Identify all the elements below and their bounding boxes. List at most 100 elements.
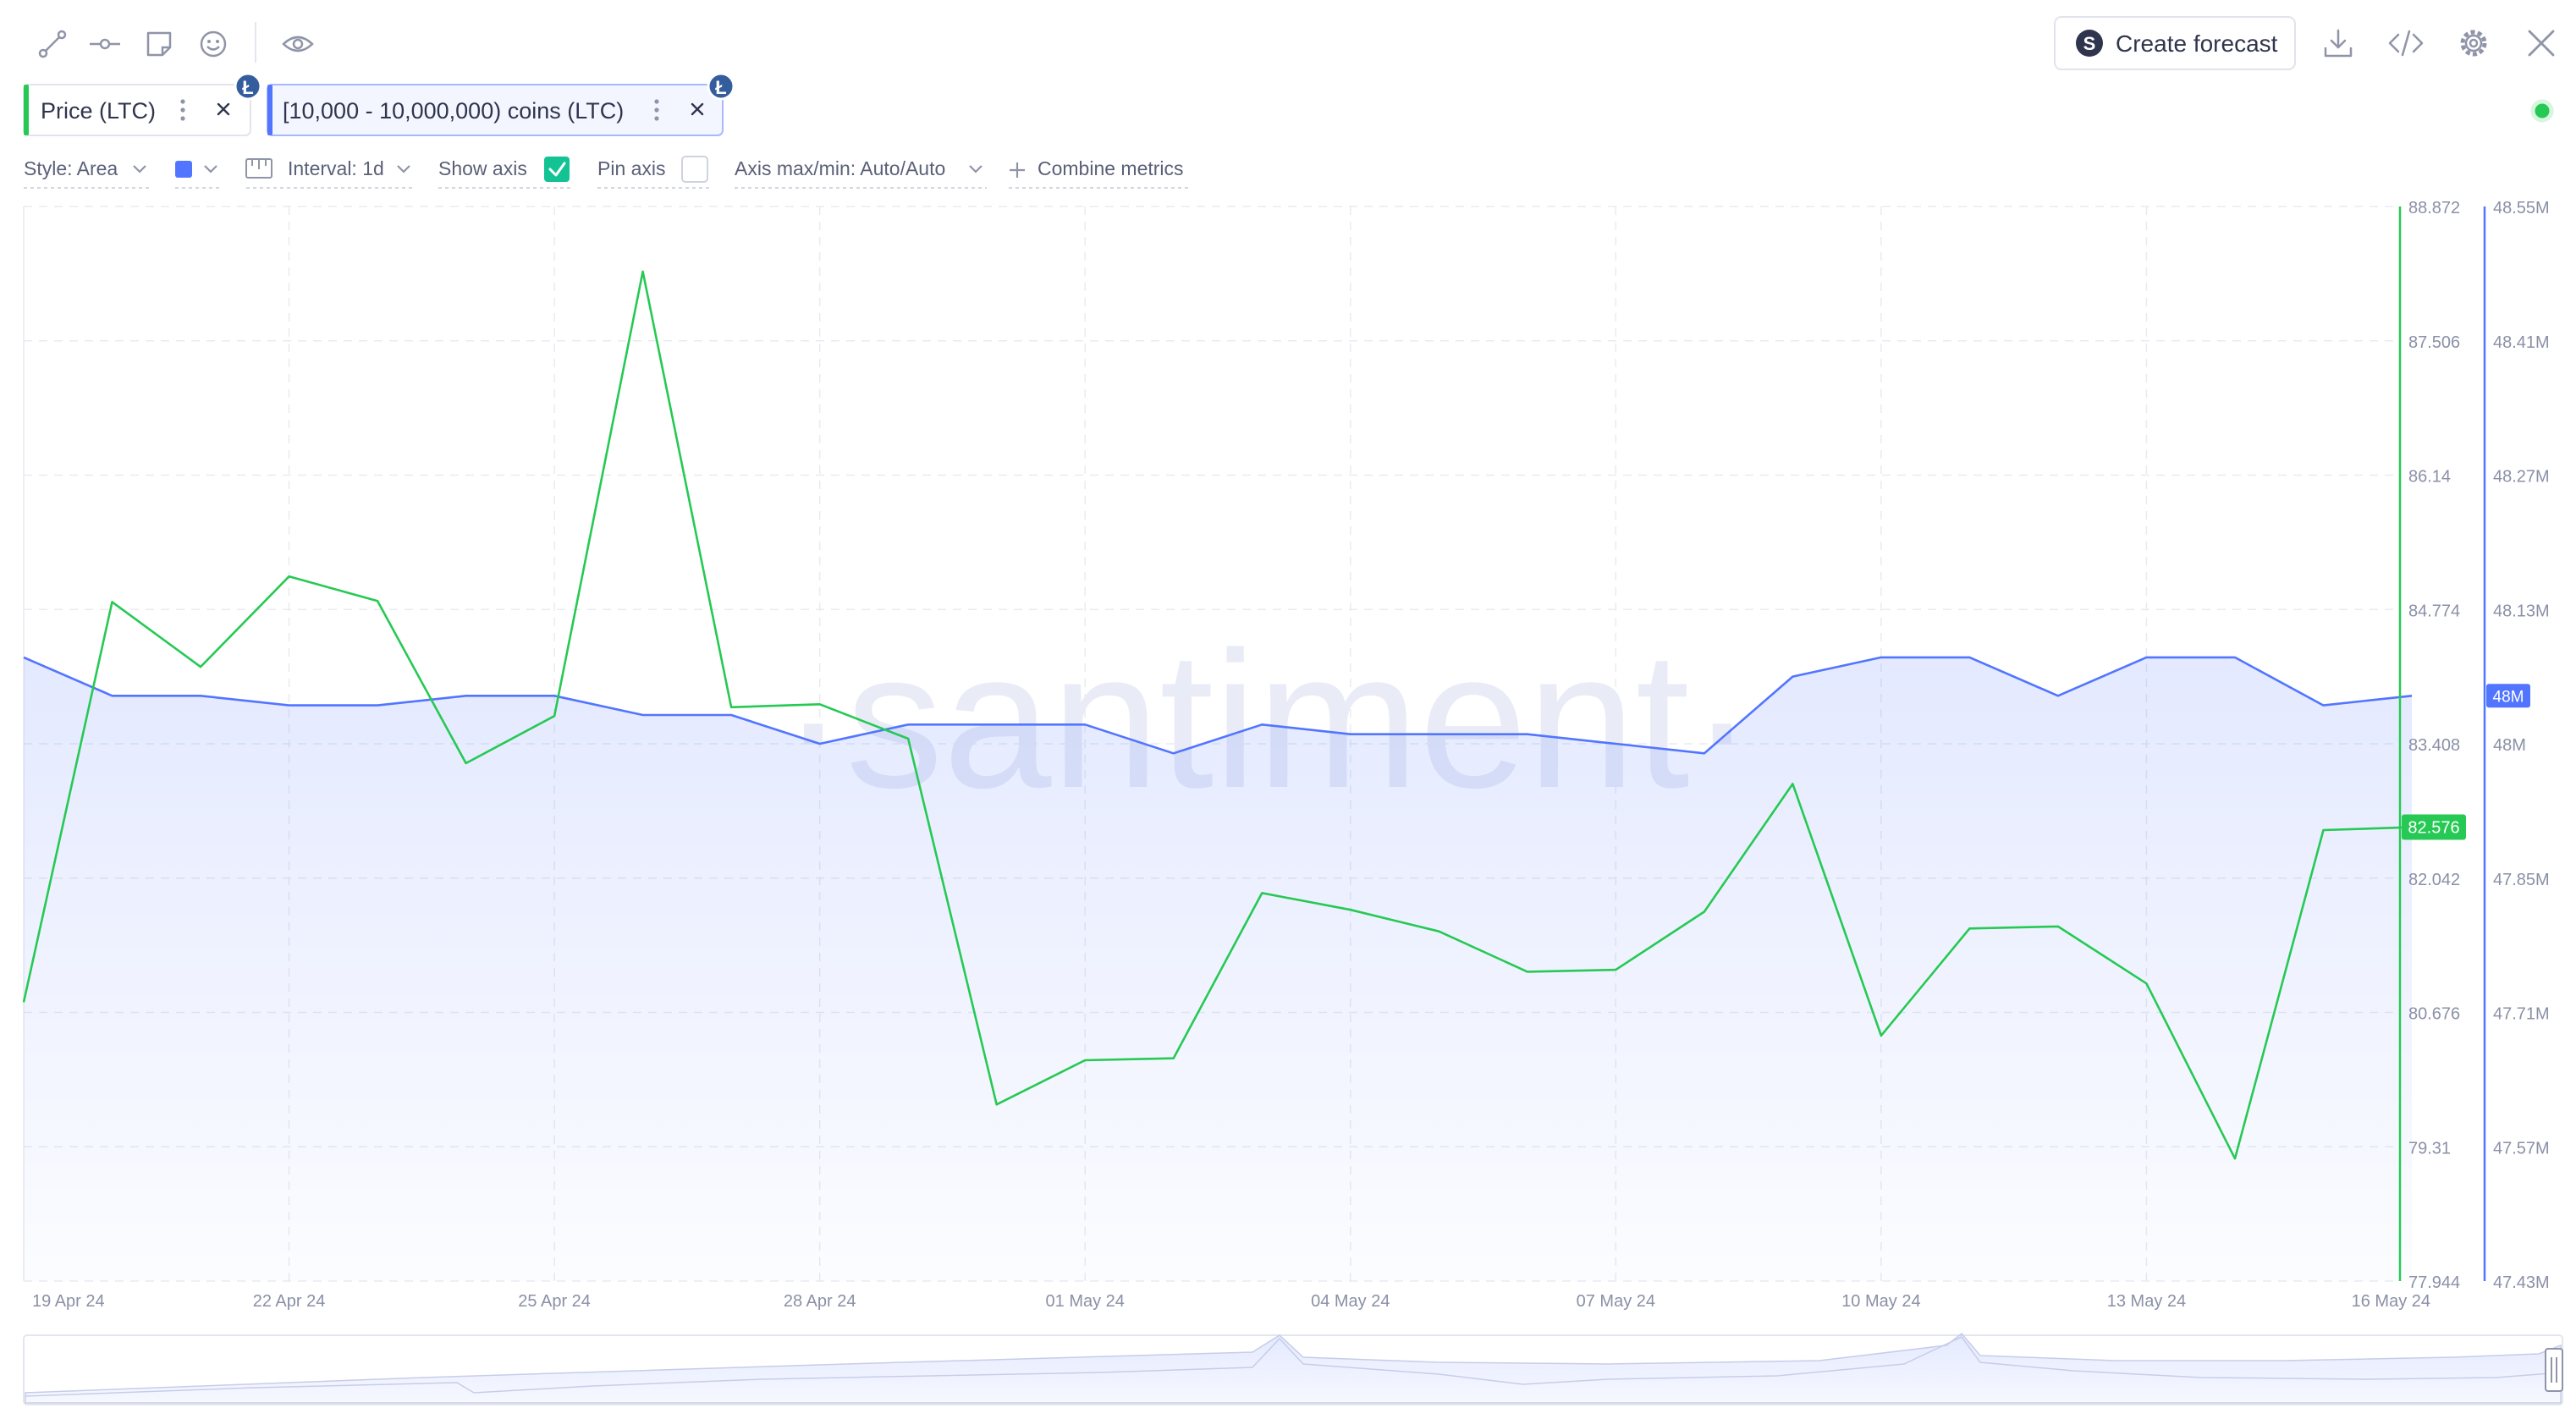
holders-point <box>2409 693 2414 698</box>
pin-axis-toggle[interactable]: Pin axis <box>597 156 709 189</box>
chevron-down-icon <box>397 165 410 173</box>
line-tool-icon[interactable] <box>34 25 71 63</box>
pin-axis-checkbox[interactable] <box>681 156 708 183</box>
price-point <box>905 736 911 741</box>
badge-label: 48M <box>2493 688 2524 706</box>
show-axis-toggle[interactable]: Show axis <box>438 157 572 189</box>
holders-point <box>110 693 115 698</box>
holders-point <box>1879 655 1884 660</box>
price-point <box>729 705 734 710</box>
remove-metric-icon[interactable] <box>217 102 230 116</box>
create-forecast-button[interactable]: S Create forecast <box>2054 16 2296 70</box>
holders-point <box>1790 674 1795 679</box>
chevron-down-icon <box>204 165 217 173</box>
embed-code-icon[interactable] <box>2386 24 2425 63</box>
price-point <box>1702 909 1707 914</box>
holders-point <box>2320 703 2326 708</box>
download-icon[interactable] <box>2319 24 2358 63</box>
x-axis-tick-label: 01 May 24 <box>1046 1292 1125 1311</box>
price-point <box>198 664 203 669</box>
holders-point <box>1436 732 1441 737</box>
style-dropdown[interactable]: Style: Area <box>24 157 151 189</box>
navigator-price-line <box>25 1336 2562 1397</box>
combine-metrics-label: Combine metrics <box>1038 157 1184 179</box>
chart: ·santiment· 88.87287.50686.1484.77483.40… <box>21 199 2550 1311</box>
create-forecast-label: Create forecast <box>2116 30 2278 57</box>
litecoin-badge-icon: Ł <box>234 72 262 101</box>
close-icon[interactable] <box>2522 24 2561 63</box>
combine-metrics-button[interactable]: Combine metrics <box>1009 157 1190 189</box>
note-tool-icon[interactable] <box>140 25 178 63</box>
more-options-icon[interactable] <box>180 99 185 121</box>
range-navigator[interactable] <box>23 1332 2563 1405</box>
show-axis-checkbox[interactable] <box>544 157 570 182</box>
show-axis-label: Show axis <box>438 157 527 179</box>
color-swatch <box>175 161 192 178</box>
x-axis-tick-label: 19 Apr 24 <box>32 1292 105 1311</box>
price-point <box>994 1102 999 1107</box>
price-point <box>2056 924 2061 929</box>
holders-series-line <box>23 656 2413 755</box>
price-axis-tick-label: 82.042 <box>2408 871 2460 889</box>
price-point <box>21 999 26 1004</box>
x-axis-tick-label: 22 Apr 24 <box>253 1292 326 1311</box>
price-axis-tick-label: 77.944 <box>2408 1273 2460 1292</box>
holders-point <box>1348 732 1353 737</box>
plus-icon <box>1010 162 1025 178</box>
metric-chip-label: [10,000 - 10,000,000) coins (LTC) <box>283 98 624 124</box>
holders-axis-tick-label: 48.13M <box>2493 602 2550 620</box>
price-point <box>817 701 823 707</box>
price-point <box>1613 967 1618 972</box>
x-axis-tick-label: 13 May 24 <box>2107 1292 2186 1311</box>
holders-point <box>1702 751 1707 756</box>
holders-point <box>2056 693 2061 698</box>
holders-point <box>729 712 734 718</box>
holders-point <box>2232 655 2237 660</box>
remove-metric-icon[interactable] <box>691 102 704 116</box>
metric-chip-holders[interactable]: [10,000 - 10,000,000) coins (LTC) Ł <box>267 72 735 136</box>
interval-label: Interval: 1d <box>288 157 384 179</box>
holders-point <box>464 693 469 698</box>
metric-chip-price[interactable]: Price (LTC) Ł <box>23 72 262 136</box>
price-point <box>552 713 557 718</box>
holders-axis-ticks: 48.55M 48.41M 48.27M 48.13M 48M 47.85M 47.71M 4… <box>2493 199 2550 1292</box>
interval-dropdown[interactable]: Interval: 1d <box>245 157 415 189</box>
badge-background <box>2486 684 2530 708</box>
navigator-handle[interactable] <box>2545 1348 2563 1392</box>
price-point <box>1967 926 1972 931</box>
price-point <box>1525 969 1530 974</box>
price-point <box>464 761 469 766</box>
metric-chip-label: Price (LTC) <box>41 98 156 124</box>
color-picker[interactable] <box>175 161 222 189</box>
price-axis-ticks: 88.872 87.506 86.14 84.774 83.408 82.042 80.67… <box>2408 199 2460 1292</box>
toolbar: S Create forecast <box>34 16 2561 70</box>
price-point <box>1082 1058 1087 1063</box>
holders-axis-tick-label: 48.55M <box>2493 199 2550 217</box>
price-point <box>110 599 115 604</box>
price-axis-tick-label: 79.31 <box>2408 1139 2451 1158</box>
chevron-down-icon <box>969 165 983 173</box>
price-point <box>641 269 646 274</box>
holders-point <box>1082 722 1087 727</box>
price-point <box>287 574 292 579</box>
holders-point <box>1171 751 1176 756</box>
holders-axis-tick-label: 48.41M <box>2493 333 2550 352</box>
emoji-tool-icon[interactable] <box>195 25 232 63</box>
price-axis-tick-label: 83.408 <box>2408 736 2460 755</box>
holders-last-value-badge: 48M <box>2486 684 2530 708</box>
price-point <box>1790 781 1795 786</box>
price-axis-tick-label: 84.774 <box>2408 602 2460 620</box>
price-point <box>1879 1033 1884 1038</box>
x-axis-tick-label: 16 May 24 <box>2352 1292 2430 1311</box>
badge-label: 82.576 <box>2408 819 2459 838</box>
horizontal-line-tool-icon[interactable] <box>86 25 124 63</box>
price-point <box>1348 907 1353 912</box>
holders-point <box>2144 655 2149 660</box>
settings-gear-icon[interactable] <box>2454 24 2493 63</box>
eye-icon[interactable] <box>279 25 316 63</box>
more-options-icon[interactable] <box>654 99 659 121</box>
axis-range-dropdown[interactable]: Axis max/min: Auto/Auto <box>735 157 987 189</box>
price-axis-tick-label: 87.506 <box>2408 333 2460 352</box>
litecoin-badge-letter: Ł <box>715 77 726 98</box>
